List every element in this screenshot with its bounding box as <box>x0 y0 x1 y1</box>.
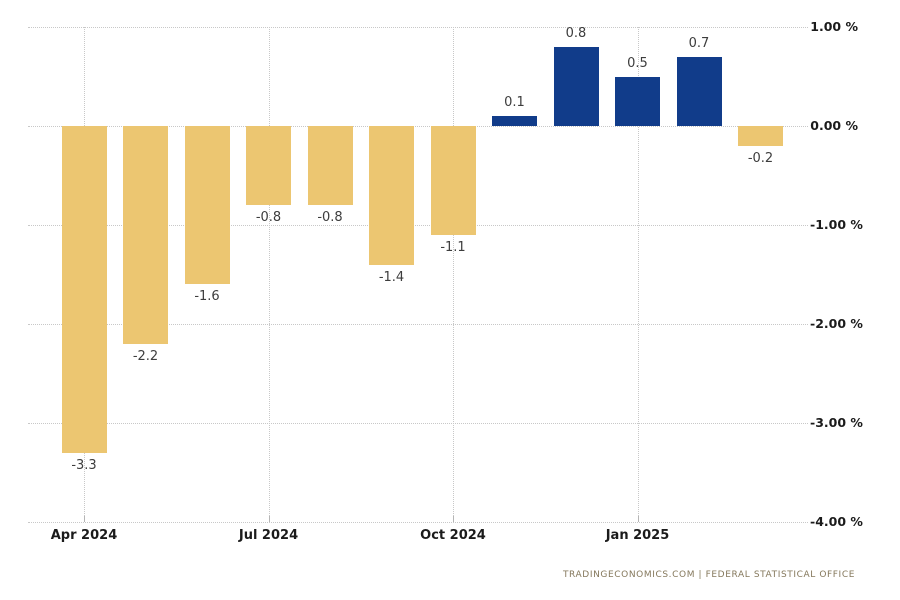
bar-value-label: 0.1 <box>504 95 525 111</box>
bar-value-label: -3.3 <box>71 457 97 473</box>
bar-value-label: -1.1 <box>440 239 466 255</box>
bar-value-label: 0.5 <box>627 55 648 71</box>
bar <box>615 76 660 126</box>
bar-value-label: 0.8 <box>565 25 587 41</box>
bar-value-label: -0.8 <box>255 210 282 226</box>
h-gridline <box>28 522 808 523</box>
bar <box>369 126 414 265</box>
axis-tick <box>268 516 270 522</box>
h-gridline <box>28 126 808 127</box>
bar <box>123 126 168 344</box>
x-axis-label: Apr 2024 <box>50 528 118 543</box>
h-gridline <box>28 423 808 424</box>
axis-tick <box>84 516 85 522</box>
y-axis-label: 0.00 % <box>810 118 858 133</box>
x-axis-label: Oct 2024 <box>420 528 486 543</box>
bar <box>676 56 722 126</box>
v-gridline <box>268 27 270 522</box>
x-axis-label: Jan 2025 <box>605 528 670 543</box>
bar-value-label: -1.6 <box>194 289 220 305</box>
x-axis-label: Jul 2024 <box>238 528 299 543</box>
y-axis-label: -1.00 % <box>810 217 863 232</box>
bar <box>61 126 107 453</box>
bar-value-label: -2.2 <box>132 348 159 364</box>
bar <box>307 126 353 206</box>
bar <box>492 116 537 126</box>
y-axis-label: -2.00 % <box>810 316 863 331</box>
y-axis-label: -3.00 % <box>810 415 863 430</box>
bar <box>430 126 476 235</box>
bar <box>184 126 230 285</box>
bar-value-label: 0.7 <box>688 35 710 51</box>
v-gridline <box>637 27 639 522</box>
bar-value-label: -0.8 <box>317 210 343 226</box>
y-axis-label: -4.00 % <box>810 514 863 529</box>
bar-value-label: -0.2 <box>747 150 774 166</box>
y-axis-label: 1.00 % <box>810 19 858 34</box>
h-gridline <box>28 225 808 226</box>
h-gridline <box>28 324 808 325</box>
bar <box>553 46 599 126</box>
bar <box>738 126 783 146</box>
source-attribution: TRADINGECONOMICS.COM | FEDERAL STATISTIC… <box>562 570 855 580</box>
axis-tick <box>637 516 639 522</box>
bar-value-label: -1.4 <box>378 269 405 285</box>
axis-tick <box>453 516 454 522</box>
v-gridline <box>453 27 454 522</box>
bar <box>246 126 291 206</box>
h-gridline <box>28 27 808 28</box>
